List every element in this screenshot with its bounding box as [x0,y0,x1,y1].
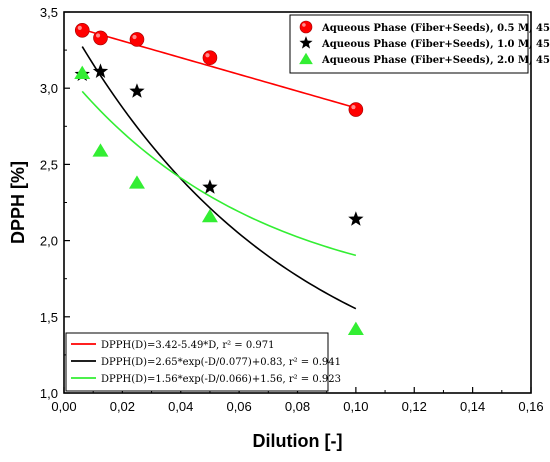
circle-marker [129,32,145,47]
fit-equation-label: DPPH(D)=1.56*exp(-D/0.066)+1.56, r² = 0.… [101,374,341,385]
fit-equation-label: DPPH(D)=3.42-5.49*D, r² = 0.971 [101,340,274,351]
x-tick-label: 0,12 [402,399,427,414]
fit-line [81,90,357,257]
y-tick-label: 2,0 [40,234,58,249]
legend-box [289,14,529,74]
star-marker [129,83,145,98]
circle-marker-highlight [95,33,101,38]
y-axis-title: DPPH [%] [8,161,28,244]
circle-marker [93,30,108,46]
data-markers [74,22,364,335]
triangle-marker [128,175,145,189]
fit-legend: DPPH(D)=3.42-5.49*D, r² = 0.971 DPPH(D)=2… [65,332,341,392]
legend-label: Aqueous Phase (Fiber+Seeds), 0.5 M, 450 … [321,23,550,34]
triangle-marker [201,208,218,223]
legend-label: Aqueous Phase (Fiber+Seeds), 1.0 M, 450 … [321,39,550,50]
x-axis-title: Dilution [-] [253,431,343,451]
triangle-marker [347,321,364,335]
x-tick-label: 0,04 [168,399,193,414]
circle-marker-highlight [205,53,210,58]
fit-lines [81,28,357,310]
y-tick-label: 3,5 [40,5,58,20]
circle-marker-body [74,22,90,38]
x-tick-label: 0,00 [51,399,76,414]
triangle-marker [299,52,313,65]
circle-marker-body [348,102,364,117]
circle-marker-highlight [132,34,137,40]
circle-marker-highlight [77,25,82,30]
fit-equation-label: DPPH(D)=2.65*exp(-D/0.077)+0.83, r² = 0.… [101,357,341,368]
x-tick-label: 0,06 [226,399,251,414]
circle-marker [299,20,313,34]
circle-marker-highlight [351,104,356,110]
triangle-marker [92,143,109,157]
x-tick-label: 0,16 [518,399,543,414]
fit-line [81,46,357,310]
y-tick-label: 2,5 [40,157,58,172]
circle-marker-highlight [302,23,306,27]
x-tick-label: 0,08 [285,399,310,414]
star-marker [92,63,109,78]
circle-marker [348,102,364,117]
triangle-marker [74,65,91,79]
fit-legend-box [65,332,329,392]
circle-marker-body [93,30,108,46]
star-marker [348,211,364,226]
legend-label: Aqueous Phase (Fiber+Seeds), 2.0 M, 450 … [321,55,550,66]
circle-marker-body [129,32,145,47]
x-tick-label: 0,10 [343,399,368,414]
circle-marker [74,22,90,38]
y-tick-label: 3,0 [40,81,58,96]
x-tick-label: 0,14 [460,399,485,414]
series-legend: Aqueous Phase (Fiber+Seeds), 0.5 M, 450 … [289,14,550,74]
fit-line [82,28,357,109]
y-tick-label: 1,5 [40,310,58,325]
y-axis-ticks: 1,0 1,5 2,0 2,5 3,0 3,5 [40,5,70,401]
y-tick-label: 1,0 [40,386,58,401]
circle-marker-body [202,50,218,66]
circle-marker [202,50,218,66]
star-marker [202,179,218,194]
circle-marker-body [299,20,313,34]
x-tick-label: 0,02 [110,399,135,414]
star-marker [299,36,313,49]
